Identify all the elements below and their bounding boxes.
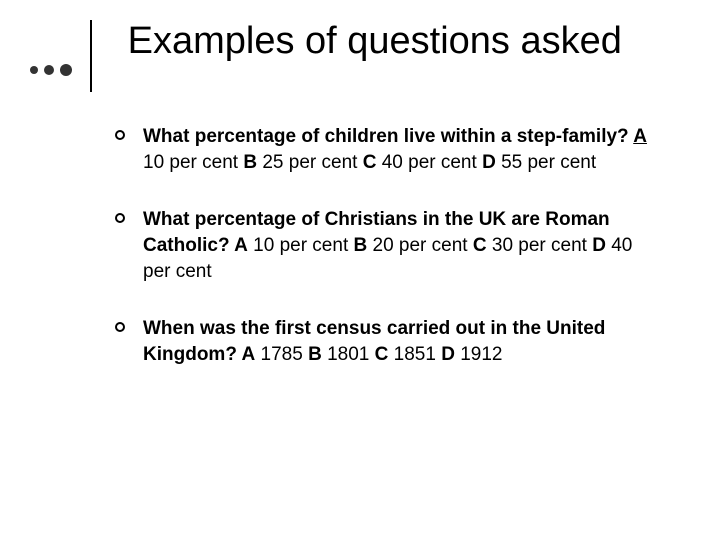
choice-d-label: D bbox=[441, 344, 455, 365]
choice-c-label: C bbox=[473, 235, 487, 256]
list-item: What percentage of children live within … bbox=[115, 124, 650, 175]
dot-icon bbox=[44, 65, 54, 75]
choice-a-text: 10 per cent bbox=[143, 152, 243, 173]
choice-b-label: B bbox=[354, 235, 368, 256]
slide-title: Examples of questions asked bbox=[110, 20, 671, 64]
choice-b-label: B bbox=[243, 152, 257, 173]
choice-d-text: 55 per cent bbox=[496, 152, 596, 173]
choice-c-text: 40 per cent bbox=[376, 152, 482, 173]
choice-a-text: 1785 bbox=[255, 344, 308, 365]
choice-a-label: A bbox=[234, 235, 248, 256]
choice-c-text: 1851 bbox=[388, 344, 441, 365]
choice-b-label: B bbox=[308, 344, 322, 365]
choice-c-text: 30 per cent bbox=[487, 235, 593, 256]
bullet-icon bbox=[115, 213, 125, 223]
choice-d-label: D bbox=[592, 235, 606, 256]
header-decoration bbox=[30, 48, 110, 92]
dot-icon bbox=[30, 66, 38, 74]
choice-b-text: 1801 bbox=[322, 344, 375, 365]
bullet-text: What percentage of Christians in the UK … bbox=[143, 207, 650, 284]
bullet-icon bbox=[115, 322, 125, 332]
choice-b-text: 20 per cent bbox=[367, 235, 473, 256]
bullet-icon bbox=[115, 130, 125, 140]
choice-a-text: 10 per cent bbox=[248, 235, 354, 256]
dot-icon bbox=[60, 64, 72, 76]
header-row: Examples of questions asked bbox=[30, 20, 670, 92]
list-item: When was the first census carried out in… bbox=[115, 316, 650, 367]
choice-a-label: A bbox=[242, 344, 256, 365]
choice-c-label: C bbox=[363, 152, 377, 173]
choice-c-label: C bbox=[375, 344, 389, 365]
choice-a-label: A bbox=[633, 126, 647, 147]
choice-d-text: 1912 bbox=[455, 344, 503, 365]
choice-b-text: 25 per cent bbox=[257, 152, 363, 173]
question-text: What percentage of children live within … bbox=[143, 126, 633, 147]
bullet-text: What percentage of children live within … bbox=[143, 124, 650, 175]
slide: Examples of questions asked What percent… bbox=[0, 0, 720, 540]
bullet-text: When was the first census carried out in… bbox=[143, 316, 650, 367]
bullet-list: What percentage of children live within … bbox=[115, 124, 650, 367]
choice-d-label: D bbox=[482, 152, 496, 173]
list-item: What percentage of Christians in the UK … bbox=[115, 207, 650, 284]
vertical-divider bbox=[90, 20, 92, 92]
